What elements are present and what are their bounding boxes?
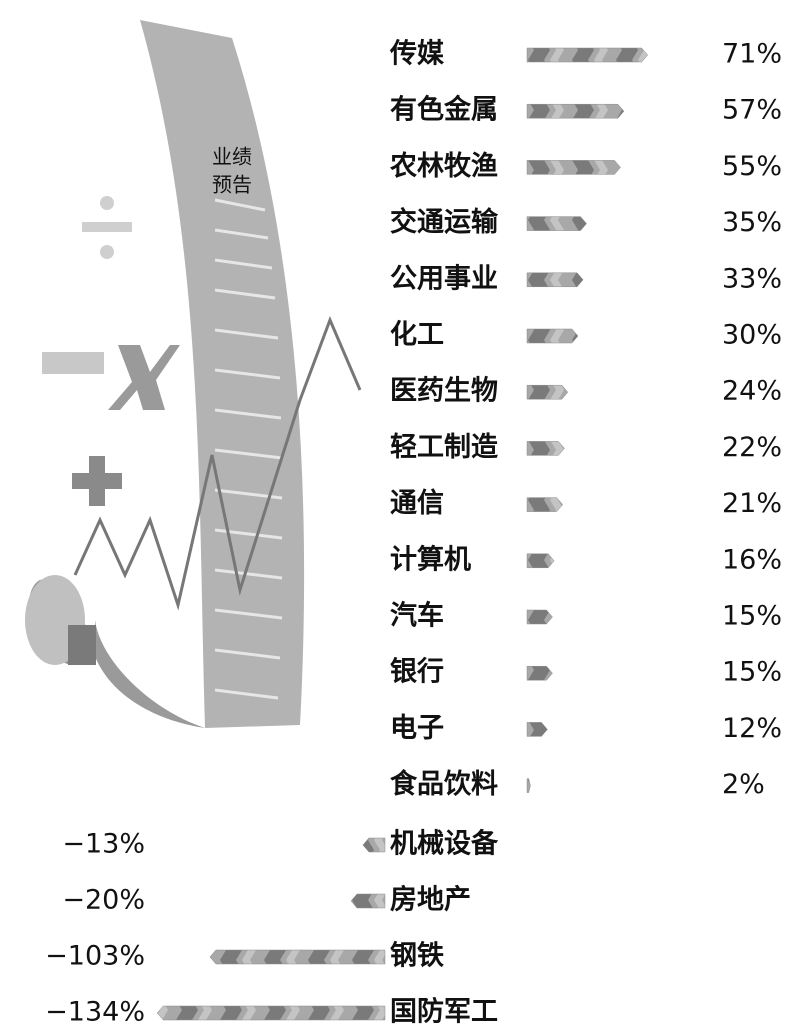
- bar: [526, 441, 565, 456]
- category-label: 化工: [390, 320, 444, 351]
- category-label: 电子: [390, 713, 444, 744]
- category-label: 轻工制造: [390, 432, 498, 463]
- bar: [209, 949, 386, 965]
- value-label: 30%: [722, 320, 782, 351]
- value-label: 57%: [722, 95, 782, 126]
- bar: [526, 103, 625, 119]
- value-label: −20%: [62, 885, 145, 916]
- category-label: 食品饮料: [390, 768, 498, 800]
- bar: [362, 837, 386, 853]
- category-label: 农林牧渔: [389, 151, 498, 182]
- category-label: 机械设备: [390, 829, 499, 860]
- annotation: 预告: [212, 173, 252, 197]
- category-label: 计算机: [390, 543, 471, 575]
- value-label: 33%: [722, 263, 782, 294]
- value-label: 55%: [722, 151, 782, 182]
- category-label: 有色金属: [390, 94, 498, 126]
- category-label: 房地产: [390, 885, 471, 916]
- bar: [526, 272, 584, 288]
- value-label: 22%: [722, 432, 782, 463]
- value-label: −13%: [62, 829, 145, 860]
- bar: [526, 216, 587, 231]
- annotation: 业绩: [212, 145, 252, 169]
- value-label: −103%: [45, 941, 145, 972]
- category-label: 传媒: [389, 38, 445, 70]
- value-label: 71%: [722, 39, 782, 70]
- value-label: 15%: [722, 657, 782, 688]
- category-label: 医药生物: [390, 376, 498, 407]
- bar: [526, 384, 569, 400]
- bar: [526, 553, 555, 569]
- value-label: 24%: [722, 376, 782, 407]
- bar: [526, 497, 564, 512]
- category-label: 通信: [390, 488, 444, 519]
- category-label: 国防军工: [390, 997, 498, 1025]
- value-label: 15%: [722, 601, 782, 632]
- bar: [526, 160, 621, 175]
- value-label: 2%: [722, 769, 765, 800]
- bar: [526, 722, 548, 737]
- value-label: 12%: [722, 713, 782, 744]
- bar: [526, 328, 579, 344]
- category-label: 钢铁: [390, 941, 444, 972]
- bar: [156, 1005, 386, 1021]
- category-label: 公用事业: [390, 263, 498, 294]
- value-label: −134%: [45, 997, 145, 1025]
- value-label: 35%: [722, 207, 782, 238]
- bar: [526, 665, 553, 681]
- bar: [526, 47, 649, 63]
- category-label: 交通运输: [390, 206, 499, 238]
- category-label: 汽车: [390, 600, 444, 632]
- value-label: 16%: [722, 544, 782, 575]
- decoration: [25, 20, 362, 728]
- bar: [526, 778, 531, 793]
- bar: [526, 609, 553, 625]
- category-label: 银行: [390, 656, 444, 688]
- bar: [350, 893, 386, 909]
- value-label: 21%: [722, 488, 782, 519]
